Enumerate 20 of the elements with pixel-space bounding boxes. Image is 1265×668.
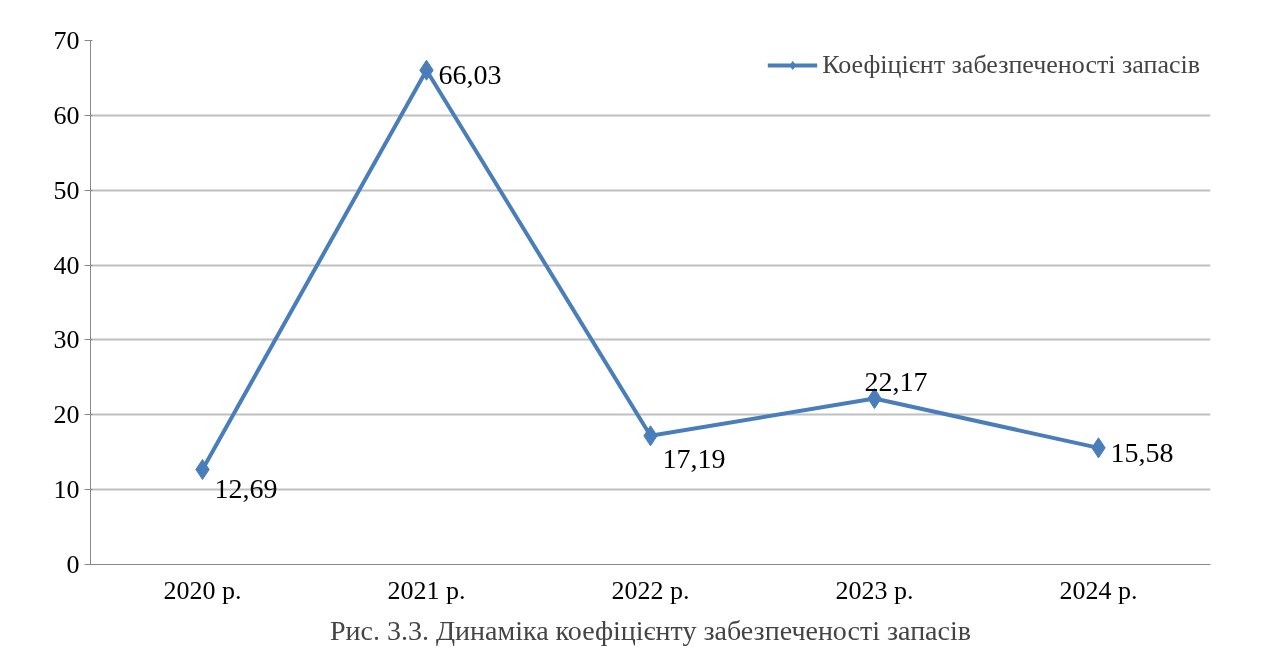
y-tick-label: 0	[66, 550, 80, 579]
x-tick-label: 2024 р.	[1059, 575, 1138, 605]
x-tick-label: 2020 р.	[163, 575, 242, 605]
x-tick-label: 2022 р.	[611, 575, 690, 605]
y-tick-label: 30	[53, 325, 80, 355]
y-tick-label: 50	[53, 175, 80, 205]
y-tick-label: 40	[53, 250, 80, 280]
legend-label: Коефіцієнт забезпеченості запасів	[822, 50, 1200, 80]
y-tick-label: 60	[53, 100, 80, 130]
data-label: 12,69	[214, 472, 278, 504]
data-label: 66,03	[438, 59, 502, 91]
x-tick-label: 2021 р.	[387, 575, 466, 605]
y-tick-label: 20	[53, 400, 80, 430]
x-tick-label: 2023 р.	[835, 575, 914, 605]
data-label: 17,19	[662, 442, 726, 474]
y-tick-label: 70	[53, 26, 80, 55]
text: Рис. 3.3. Динаміка коефіцієнту забезпеченості запасів	[330, 614, 971, 646]
data-label: 22,17	[864, 365, 928, 397]
y-tick-label: 10	[53, 475, 80, 505]
data-label: 15,58	[1110, 436, 1174, 468]
